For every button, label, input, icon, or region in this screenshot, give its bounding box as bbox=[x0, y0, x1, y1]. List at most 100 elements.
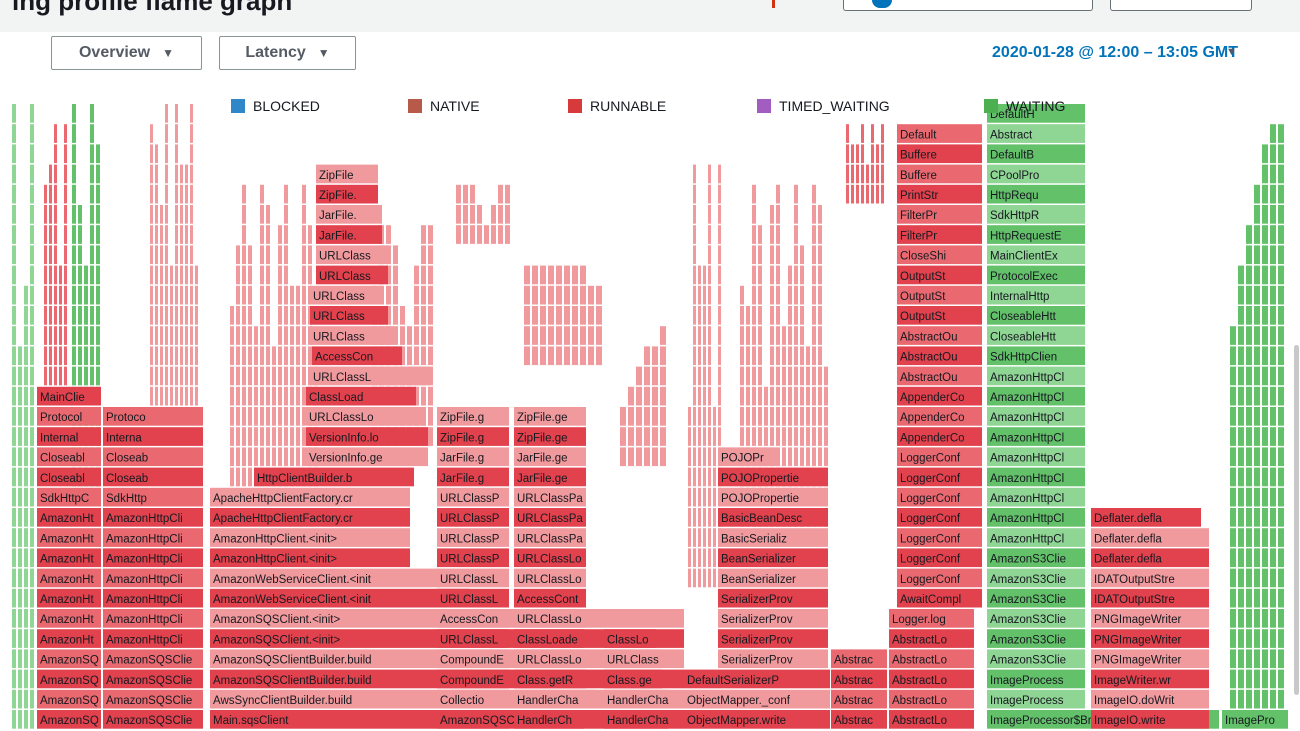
flame-sliver[interactable] bbox=[540, 346, 546, 366]
flame-sliver[interactable] bbox=[185, 225, 188, 244]
flame-sliver[interactable] bbox=[393, 306, 398, 325]
flame-sliver[interactable] bbox=[1278, 487, 1284, 507]
flame-sliver[interactable] bbox=[64, 225, 67, 244]
flame-sliver[interactable] bbox=[195, 386, 198, 406]
flame-frame[interactable] bbox=[897, 225, 982, 244]
flame-frame[interactable] bbox=[718, 588, 828, 608]
flame-sliver[interactable] bbox=[12, 407, 16, 426]
flame-sliver[interactable] bbox=[788, 265, 792, 285]
flame-frame[interactable] bbox=[210, 568, 440, 588]
flame-sliver[interactable] bbox=[1270, 669, 1276, 689]
flame-sliver[interactable] bbox=[708, 427, 711, 446]
flame-sliver[interactable] bbox=[72, 144, 76, 164]
flame-sliver[interactable] bbox=[185, 326, 188, 345]
flame-sliver[interactable] bbox=[236, 427, 240, 446]
flame-sliver[interactable] bbox=[64, 184, 67, 204]
flame-sliver[interactable] bbox=[386, 225, 391, 244]
flame-sliver[interactable] bbox=[242, 346, 246, 366]
flame-sliver[interactable] bbox=[788, 447, 792, 467]
flame-sliver[interactable] bbox=[1238, 427, 1244, 446]
flame-sliver[interactable] bbox=[155, 245, 158, 265]
flame-sliver[interactable] bbox=[393, 265, 398, 285]
flame-sliver[interactable] bbox=[1238, 447, 1244, 467]
flame-sliver[interactable] bbox=[718, 306, 721, 325]
flame-sliver[interactable] bbox=[59, 326, 62, 345]
flame-sliver[interactable] bbox=[1238, 528, 1244, 547]
flame-sliver[interactable] bbox=[698, 346, 701, 366]
flame-sliver[interactable] bbox=[278, 386, 282, 406]
flame-sliver[interactable] bbox=[1246, 689, 1252, 709]
flame-sliver[interactable] bbox=[278, 447, 282, 467]
flame-sliver[interactable] bbox=[713, 427, 716, 446]
flame-frame[interactable] bbox=[437, 609, 509, 628]
flame-sliver[interactable] bbox=[428, 407, 433, 426]
flame-sliver[interactable] bbox=[660, 427, 666, 446]
flame-sliver[interactable] bbox=[703, 407, 706, 426]
flame-sliver[interactable] bbox=[776, 386, 780, 406]
flame-sliver[interactable] bbox=[18, 487, 22, 507]
flame-sliver[interactable] bbox=[72, 104, 76, 123]
flame-frame[interactable] bbox=[684, 689, 830, 709]
flame-sliver[interactable] bbox=[170, 285, 173, 305]
flame-frame[interactable] bbox=[437, 669, 509, 689]
flame-frame[interactable] bbox=[437, 427, 509, 446]
flame-sliver[interactable] bbox=[278, 306, 282, 325]
flame-sliver[interactable] bbox=[18, 508, 22, 527]
flame-frame[interactable] bbox=[897, 205, 982, 224]
flame-sliver[interactable] bbox=[72, 225, 76, 244]
flame-sliver[interactable] bbox=[718, 427, 721, 446]
flame-sliver[interactable] bbox=[1262, 508, 1268, 527]
flame-sliver[interactable] bbox=[708, 326, 711, 345]
flame-sliver[interactable] bbox=[284, 366, 288, 386]
flame-sliver[interactable] bbox=[190, 326, 193, 345]
flame-sliver[interactable] bbox=[788, 346, 792, 366]
flame-sliver[interactable] bbox=[1262, 427, 1268, 446]
flame-sliver[interactable] bbox=[812, 225, 816, 244]
flame-frame[interactable] bbox=[103, 588, 203, 608]
flame-sliver[interactable] bbox=[861, 164, 864, 184]
flame-sliver[interactable] bbox=[1246, 285, 1252, 305]
flame-sliver[interactable] bbox=[236, 366, 240, 386]
flame-frame[interactable] bbox=[987, 346, 1085, 366]
flame-sliver[interactable] bbox=[1270, 265, 1276, 285]
flame-frame[interactable] bbox=[897, 386, 982, 406]
flame-sliver[interactable] bbox=[1238, 346, 1244, 366]
flame-sliver[interactable] bbox=[254, 366, 258, 386]
flame-sliver[interactable] bbox=[688, 407, 691, 426]
flame-frame[interactable] bbox=[310, 285, 382, 305]
flame-frame[interactable] bbox=[103, 609, 203, 628]
flame-sliver[interactable] bbox=[812, 386, 816, 406]
flame-sliver[interactable] bbox=[812, 245, 816, 265]
flame-frame[interactable] bbox=[604, 669, 662, 689]
flame-frame[interactable] bbox=[987, 245, 1085, 265]
flame-sliver[interactable] bbox=[242, 265, 246, 285]
flame-sliver[interactable] bbox=[794, 205, 798, 224]
flame-sliver[interactable] bbox=[428, 427, 433, 446]
flame-sliver[interactable] bbox=[532, 285, 538, 305]
flame-sliver[interactable] bbox=[718, 326, 721, 345]
flame-sliver[interactable] bbox=[308, 265, 312, 285]
flame-sliver[interactable] bbox=[284, 326, 288, 345]
flame-sliver[interactable] bbox=[54, 245, 57, 265]
flame-sliver[interactable] bbox=[49, 366, 52, 386]
flame-sliver[interactable] bbox=[49, 326, 52, 345]
flame-sliver[interactable] bbox=[1278, 609, 1284, 628]
flame-sliver[interactable] bbox=[242, 184, 246, 204]
flame-sliver[interactable] bbox=[1238, 467, 1244, 487]
flame-sliver[interactable] bbox=[718, 225, 721, 244]
flame-sliver[interactable] bbox=[90, 285, 94, 305]
flame-sliver[interactable] bbox=[1246, 306, 1252, 325]
flame-sliver[interactable] bbox=[824, 447, 828, 467]
flame-sliver[interactable] bbox=[708, 245, 711, 265]
flame-sliver[interactable] bbox=[1278, 225, 1284, 244]
flame-sliver[interactable] bbox=[498, 184, 503, 204]
flame-sliver[interactable] bbox=[248, 427, 252, 446]
flame-sliver[interactable] bbox=[818, 427, 822, 446]
flame-sliver[interactable] bbox=[1278, 528, 1284, 547]
flame-sliver[interactable] bbox=[260, 205, 264, 224]
flame-sliver[interactable] bbox=[24, 649, 28, 669]
flame-sliver[interactable] bbox=[12, 427, 16, 446]
flame-frame[interactable] bbox=[987, 144, 1085, 164]
flame-frame[interactable] bbox=[987, 689, 1085, 709]
flame-sliver[interactable] bbox=[746, 407, 750, 426]
